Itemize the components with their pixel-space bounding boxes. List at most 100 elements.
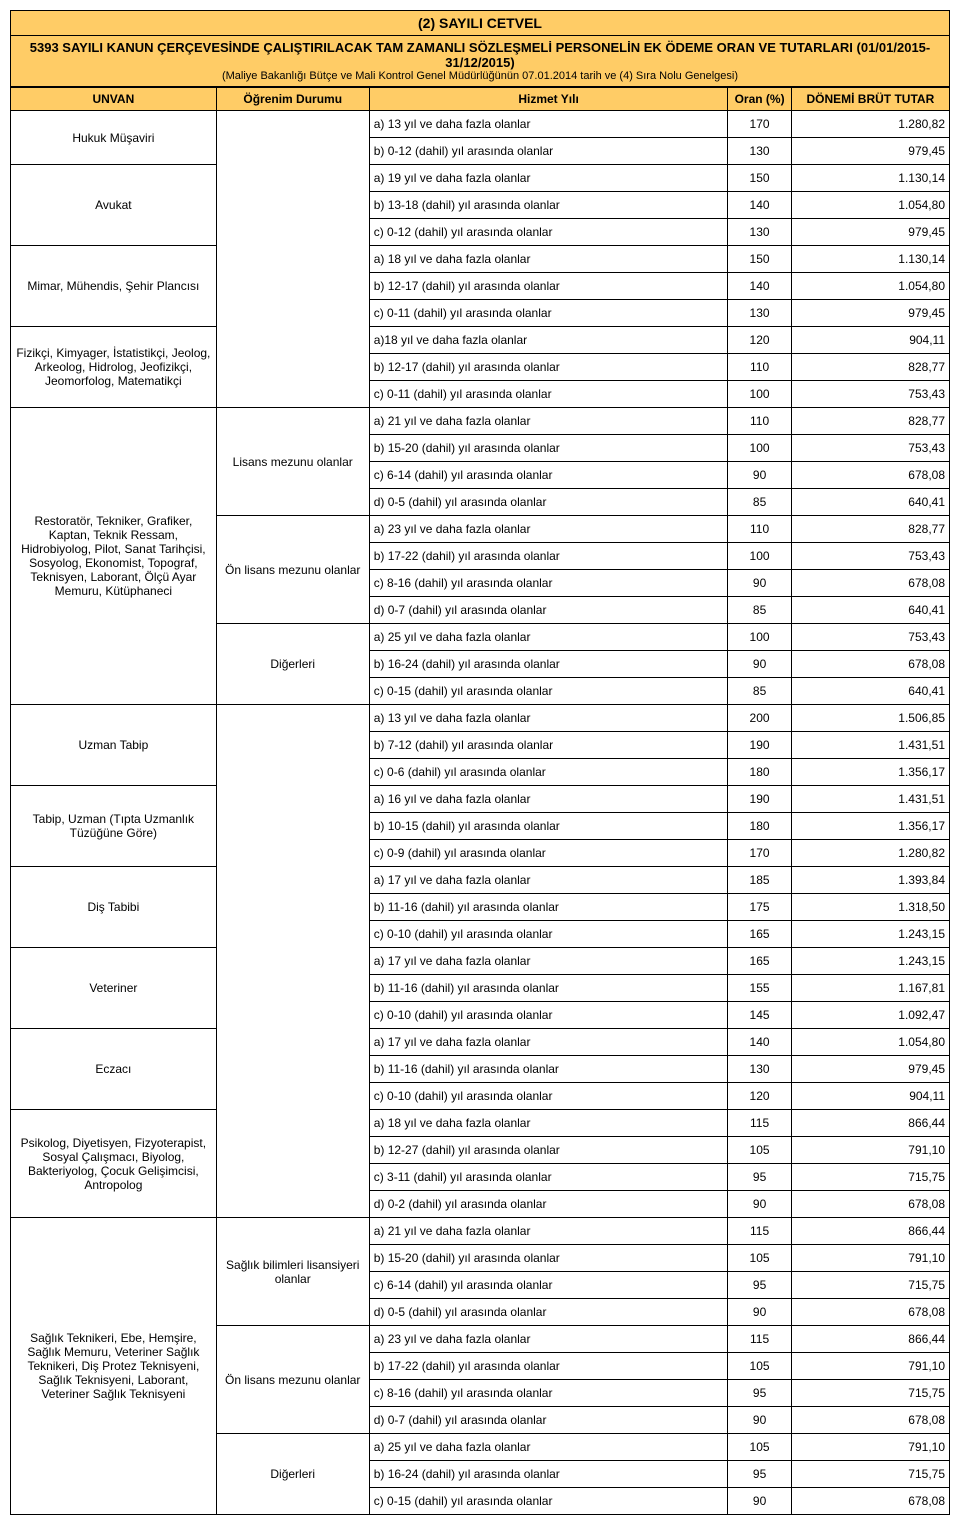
ogrenim-cell: Ön lisans mezunu olanlar (216, 516, 369, 624)
tutar-cell: 678,08 (791, 1407, 949, 1434)
hizmet-cell: c) 3-11 (dahil) yıl arasında olanlar (369, 1164, 728, 1191)
hizmet-cell: d) 0-7 (dahil) yıl arasında olanlar (369, 597, 728, 624)
table-row: Mimar, Mühendis, Şehir Plancısı a) 18 yı… (11, 246, 950, 273)
hizmet-cell: a) 19 yıl ve daha fazla olanlar (369, 165, 728, 192)
oran-cell: 165 (728, 921, 791, 948)
ogrenim-cell (216, 111, 369, 408)
hizmet-cell: a) 25 yıl ve daha fazla olanlar (369, 624, 728, 651)
oran-cell: 175 (728, 894, 791, 921)
oran-cell: 100 (728, 435, 791, 462)
hizmet-cell: b) 12-17 (dahil) yıl arasında olanlar (369, 273, 728, 300)
unvan-cell: Uzman Tabip (11, 705, 217, 786)
hizmet-cell: b) 16-24 (dahil) yıl arasında olanlar (369, 1461, 728, 1488)
tutar-cell: 866,44 (791, 1110, 949, 1137)
oran-cell: 145 (728, 1002, 791, 1029)
tutar-cell: 866,44 (791, 1326, 949, 1353)
hizmet-cell: d) 0-2 (dahil) yıl arasında olanlar (369, 1191, 728, 1218)
hizmet-cell: a) 13 yıl ve daha fazla olanlar (369, 705, 728, 732)
unvan-cell: Fizikçi, Kimyager, İstatistikçi, Jeolog,… (11, 327, 217, 408)
hizmet-cell: a) 13 yıl ve daha fazla olanlar (369, 111, 728, 138)
oran-cell: 140 (728, 1029, 791, 1056)
oran-cell: 95 (728, 1164, 791, 1191)
oran-cell: 165 (728, 948, 791, 975)
oran-cell: 100 (728, 543, 791, 570)
tutar-cell: 904,11 (791, 327, 949, 354)
oran-cell: 150 (728, 246, 791, 273)
table-row: Eczacı a) 17 yıl ve daha fazla olanlar 1… (11, 1029, 950, 1056)
tutar-cell: 678,08 (791, 1191, 949, 1218)
oran-cell: 85 (728, 489, 791, 516)
oran-cell: 110 (728, 516, 791, 543)
tutar-cell: 715,75 (791, 1272, 949, 1299)
hizmet-cell: b) 7-12 (dahil) yıl arasında olanlar (369, 732, 728, 759)
tutar-cell: 1.318,50 (791, 894, 949, 921)
tutar-cell: 791,10 (791, 1245, 949, 1272)
unvan-cell: Avukat (11, 165, 217, 246)
oran-cell: 170 (728, 111, 791, 138)
oran-cell: 140 (728, 273, 791, 300)
hizmet-cell: c) 0-11 (dahil) yıl arasında olanlar (369, 300, 728, 327)
oran-cell: 185 (728, 867, 791, 894)
subtitle-line-1: 5393 SAYILI KANUN ÇERÇEVESİNDE ÇALIŞTIRI… (15, 40, 945, 70)
oran-cell: 90 (728, 1299, 791, 1326)
hizmet-cell: a) 17 yıl ve daha fazla olanlar (369, 948, 728, 975)
tutar-cell: 753,43 (791, 624, 949, 651)
unvan-cell: Diş Tabibi (11, 867, 217, 948)
ogrenim-cell: Lisans mezunu olanlar (216, 408, 369, 516)
tutar-cell: 1.130,14 (791, 246, 949, 273)
tutar-cell: 828,77 (791, 516, 949, 543)
col-unvan: UNVAN (11, 88, 217, 111)
oran-cell: 90 (728, 1488, 791, 1515)
ogrenim-cell: Ön lisans mezunu olanlar (216, 1326, 369, 1434)
oran-cell: 115 (728, 1218, 791, 1245)
tutar-cell: 791,10 (791, 1137, 949, 1164)
hizmet-cell: a) 18 yıl ve daha fazla olanlar (369, 246, 728, 273)
hizmet-cell: c) 6-14 (dahil) yıl arasında olanlar (369, 462, 728, 489)
hizmet-cell: a) 17 yıl ve daha fazla olanlar (369, 1029, 728, 1056)
hizmet-cell: c) 6-14 (dahil) yıl arasında olanlar (369, 1272, 728, 1299)
table-row: Fizikçi, Kimyager, İstatistikçi, Jeolog,… (11, 327, 950, 354)
hizmet-cell: a)18 yıl ve daha fazla olanlar (369, 327, 728, 354)
unvan-cell: Veteriner (11, 948, 217, 1029)
oran-cell: 120 (728, 327, 791, 354)
oran-cell: 130 (728, 1056, 791, 1083)
hizmet-cell: a) 25 yıl ve daha fazla olanlar (369, 1434, 728, 1461)
tutar-cell: 715,75 (791, 1164, 949, 1191)
table-header-row: UNVAN Öğrenim Durumu Hizmet Yılı Oran (%… (11, 88, 950, 111)
tutar-cell: 753,43 (791, 435, 949, 462)
oran-cell: 130 (728, 138, 791, 165)
table-row: Tabip, Uzman (Tıpta Uzmanlık Tüzüğüne Gö… (11, 786, 950, 813)
hizmet-cell: b) 16-24 (dahil) yıl arasında olanlar (369, 651, 728, 678)
hizmet-cell: a) 18 yıl ve daha fazla olanlar (369, 1110, 728, 1137)
tutar-cell: 678,08 (791, 1299, 949, 1326)
ogrenim-cell: Diğerleri (216, 1434, 369, 1515)
oran-cell: 105 (728, 1245, 791, 1272)
tutar-cell: 678,08 (791, 1488, 949, 1515)
tutar-cell: 715,75 (791, 1380, 949, 1407)
tutar-cell: 979,45 (791, 1056, 949, 1083)
oran-cell: 155 (728, 975, 791, 1002)
tutar-cell: 1.506,85 (791, 705, 949, 732)
oran-cell: 85 (728, 597, 791, 624)
document-subtitle: 5393 SAYILI KANUN ÇERÇEVESİNDE ÇALIŞTIRI… (10, 36, 950, 87)
tutar-cell: 640,41 (791, 597, 949, 624)
hizmet-cell: a) 23 yıl ve daha fazla olanlar (369, 516, 728, 543)
hizmet-cell: c) 8-16 (dahil) yıl arasında olanlar (369, 570, 728, 597)
tutar-cell: 640,41 (791, 489, 949, 516)
table-row: Sağlık Teknikeri, Ebe, Hemşire, Sağlık M… (11, 1218, 950, 1245)
tutar-cell: 753,43 (791, 543, 949, 570)
tutar-cell: 678,08 (791, 570, 949, 597)
oran-cell: 180 (728, 813, 791, 840)
col-hizmet: Hizmet Yılı (369, 88, 728, 111)
tutar-cell: 828,77 (791, 354, 949, 381)
hizmet-cell: c) 0-6 (dahil) yıl arasında olanlar (369, 759, 728, 786)
tutar-cell: 1.092,47 (791, 1002, 949, 1029)
tutar-cell: 1.054,80 (791, 273, 949, 300)
hizmet-cell: d) 0-5 (dahil) yıl arasında olanlar (369, 489, 728, 516)
hizmet-cell: b) 12-27 (dahil) yıl arasında olanlar (369, 1137, 728, 1164)
hizmet-cell: c) 0-9 (dahil) yıl arasında olanlar (369, 840, 728, 867)
hizmet-cell: b) 10-15 (dahil) yıl arasında olanlar (369, 813, 728, 840)
oran-cell: 105 (728, 1137, 791, 1164)
hizmet-cell: a) 21 yıl ve daha fazla olanlar (369, 1218, 728, 1245)
tutar-cell: 640,41 (791, 678, 949, 705)
